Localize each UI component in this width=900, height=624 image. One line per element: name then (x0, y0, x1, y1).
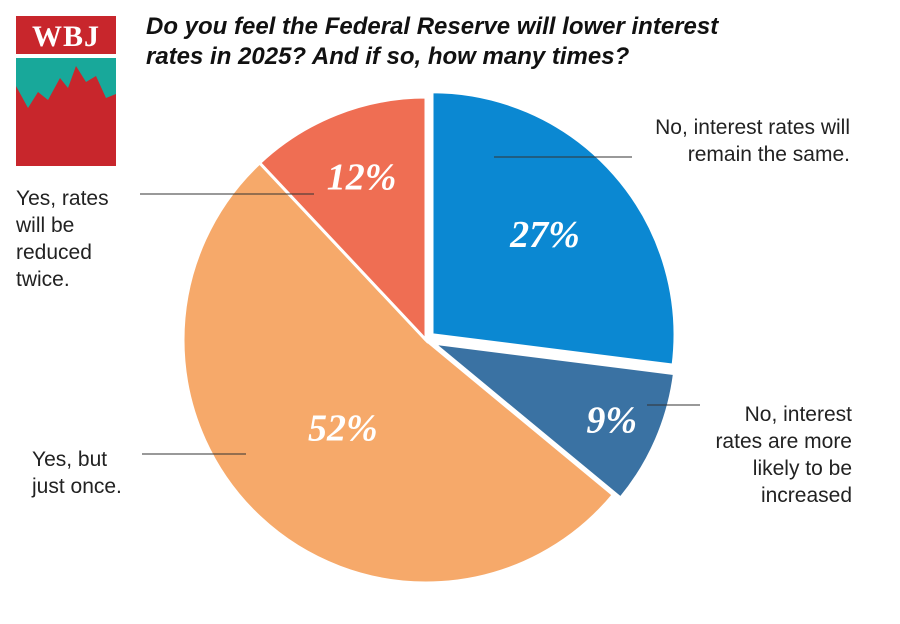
chart-title-line-1: Do you feel the Federal Reserve will low… (146, 13, 719, 40)
percent-label-reduced-twice: 12% (327, 156, 397, 198)
pie-slice-reduced-twice (257, 95, 428, 344)
callout-just-once: Yes, but just once. (32, 446, 172, 500)
callout-increased: No, interest rates are more likely to be… (640, 401, 852, 509)
percent-label-just-once: 52% (308, 408, 378, 450)
callout-increased-line-3: likely to be (752, 457, 852, 480)
logo-text: WBJ (32, 20, 100, 53)
callout-reduced-twice-line-1: Yes, rates (16, 187, 109, 210)
chart-title: Do you feel the Federal Reserve will low… (146, 12, 886, 72)
callout-reduced-twice-line-3: reduced (16, 241, 92, 264)
pie-slice-just-once (181, 160, 616, 585)
wbj-logo: WBJ (16, 16, 116, 166)
leader-lines (140, 156, 700, 455)
percent-label-remain-same: 27% (509, 214, 580, 256)
callout-increased-line-1: No, interest (744, 403, 852, 426)
pie-slices (181, 90, 677, 585)
callout-just-once-line-2: just once. (32, 475, 122, 498)
callout-reduced-twice: Yes, rates will be reduced twice. (16, 185, 156, 293)
callout-remain-same-line-1: No, interest rates will (655, 116, 850, 139)
callout-remain-same-line-2: remain the same. (687, 143, 850, 166)
callout-increased-line-2: rates are more (715, 430, 852, 453)
callout-increased-line-4: increased (760, 484, 852, 507)
percent-labels: 27% 9% 52% 12% (308, 156, 637, 449)
callout-remain-same: No, interest rates will remain the same. (560, 114, 850, 168)
percent-label-increased: 9% (586, 399, 637, 441)
pie-slice-remain-same (430, 90, 677, 367)
chart-title-line-2: rates in 2025? And if so, how many times… (146, 43, 630, 70)
callout-reduced-twice-line-2: will be (16, 214, 75, 237)
pie-slice-increased (428, 341, 677, 501)
callout-just-once-line-1: Yes, but (32, 448, 108, 471)
callout-reduced-twice-line-4: twice. (16, 268, 70, 291)
